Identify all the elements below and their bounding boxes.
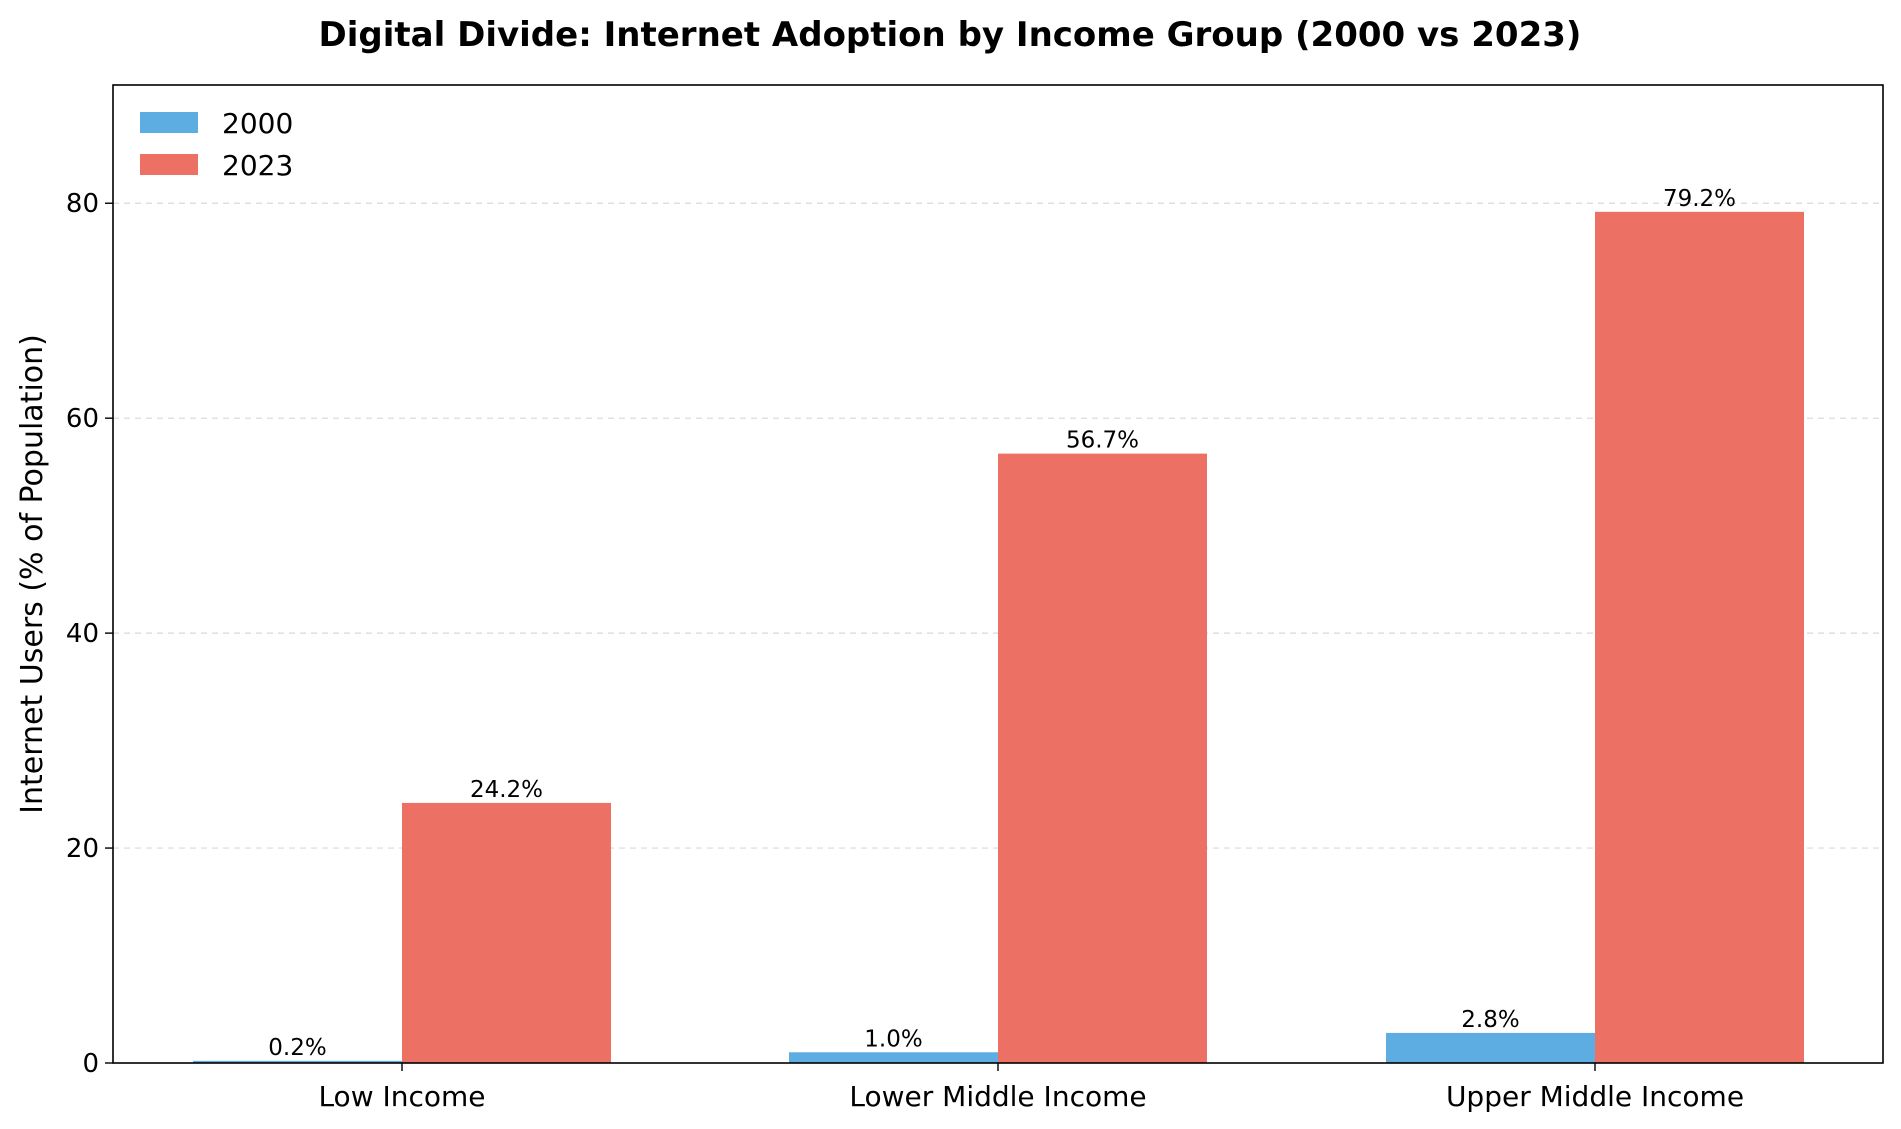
data-label-2023-3: 79.2% [1663,186,1736,212]
bars [193,211,1804,1064]
data-label-2023-1: 24.2% [470,777,543,803]
legend-swatch-2000 [140,112,198,133]
bar-2000-2 [789,1052,998,1063]
data-label-2000-1: 0.2% [268,1035,326,1061]
legend-label-2023: 2023 [222,149,293,182]
data-label-2000-3: 2.8% [1461,1007,1519,1033]
axes: 0 20 40 60 80 Low Income Lower Middle Income Up… [66,189,1744,1113]
bar-2023-2 [998,453,1207,1064]
bar-2023-3 [1595,211,1804,1064]
y-tick-label: 60 [66,404,99,434]
bar-2000-3 [1386,1032,1595,1063]
legend-label-2000: 2000 [222,107,293,140]
chart-title: Digital Divide: Internet Adoption by Inc… [319,15,1582,55]
data-labels: 0.2% 24.2% 1.0% 56.7% 2.8% 79.2% [268,186,1736,1061]
bar-2000-1 [193,1060,402,1063]
y-tick-label: 20 [66,834,99,864]
x-tick-label: Lower Middle Income [849,1080,1146,1113]
data-label-2000-2: 1.0% [864,1026,922,1052]
legend: 2000 2023 [140,107,293,182]
bar-2023-1 [402,802,611,1063]
x-tick-label: Upper Middle Income [1446,1080,1744,1113]
legend-swatch-2023 [140,154,198,175]
y-tick-label: 40 [66,619,99,649]
y-axis-label: Internet Users (% of Population) [15,334,50,814]
y-tick-label: 80 [66,189,99,219]
data-label-2023-2: 56.7% [1066,428,1139,454]
x-tick-label: Low Income [318,1080,485,1113]
y-tick-label: 0 [82,1049,99,1079]
